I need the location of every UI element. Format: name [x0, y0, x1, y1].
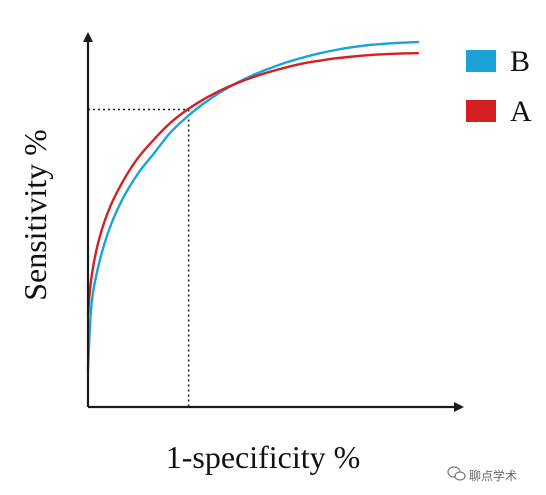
series-layer: [86, 40, 420, 371]
legend-label-a: A: [510, 95, 532, 128]
wechat-logo-icon: [447, 466, 466, 481]
legend-label-b: B: [510, 45, 530, 78]
dotted-guides: [88, 108, 190, 407]
legend-swatch-a: [466, 100, 496, 122]
x-axis-label: 1-specificity %: [166, 439, 361, 475]
watermark-text: 聊点学术: [469, 468, 517, 483]
watermark: 聊点学术: [447, 466, 517, 483]
series-line-b: [86, 40, 420, 371]
series-line-a: [86, 51, 420, 315]
legend: BA: [466, 45, 532, 128]
y-axis-label: Sensitivity %: [17, 129, 53, 301]
legend-swatch-b: [466, 50, 496, 72]
